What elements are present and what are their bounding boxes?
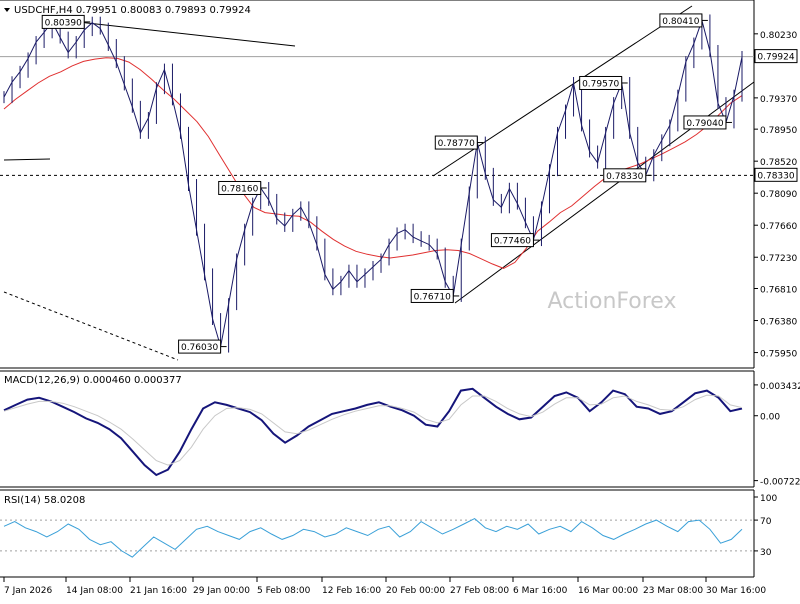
rsi-y-label: 30 [760,548,772,558]
price-annotation-label: 0.78330 [606,172,643,182]
price-y-label: 0.78950 [760,126,797,136]
macd-y-label: 0.003432 [760,382,800,392]
price-y-label: 0.75950 [760,350,797,360]
x-tick-label: 6 Mar 16:00 [513,586,568,596]
watermark: ActionForex [548,289,677,314]
x-tick-label: 21 Jan 16:00 [130,586,187,596]
trendline-short [3,158,51,161]
current-price-tag-label: 0.79924 [757,53,794,63]
current-price-tag-box [754,49,798,64]
x-tick-label: 5 Feb 08:00 [257,586,311,596]
rsi-y-label: 100 [760,494,777,504]
rsi-y-label: 70 [760,517,772,527]
x-tick-label: 23 Mar 08:00 [643,586,703,596]
x-tick-label: 20 Feb 00:00 [386,586,445,596]
price-annotation-label: 0.80410 [662,17,699,27]
header-arrow-icon[interactable] [4,8,10,12]
price-annotation-label: 0.76710 [414,292,451,302]
x-tick-label: 14 Jan 08:00 [66,586,123,596]
x-tick-label: 16 Mar 00:00 [578,586,638,596]
price-y-label: 0.77660 [760,222,797,232]
price-y-label: 0.76810 [760,286,797,296]
price-y-label: 0.78090 [760,190,797,200]
macd-main-line [3,387,743,477]
moving-average-line [3,57,743,269]
macd-signal-line [3,394,743,466]
rsi-pane: RSI(14) 58.0208 100 70 30 [0,489,777,578]
price-y-label: 0.76380 [760,318,797,328]
price-pane: ActionForex 0.80390 0.78160 0.76030 0.78770… [0,0,798,369]
price-annotation-label: 0.77460 [494,237,531,247]
price-y-label: 0.77230 [760,254,797,264]
price-annotation-label: 0.78160 [221,184,258,194]
price-y-label: 0.80230 [760,31,797,41]
price-annotation-label: 0.79570 [582,79,619,89]
price-y-label: 0.79370 [760,95,797,105]
trendline-upper [59,19,296,47]
price-annotation-label: 0.76030 [181,343,218,353]
macd-pane: MACD(12,26,9) 0.000460 0.000377 0.003432… [0,370,800,488]
channel-upper-line [432,5,693,177]
macd-title: MACD(12,26,9) 0.000460 0.000377 [4,375,182,386]
level-price-tag-box [754,167,798,182]
price-annotation-label: 0.80390 [45,18,82,28]
header-symbol: USDCHF,H4 0.79951 0.80083 0.79893 0.7992… [14,5,251,16]
x-axis: 7 Jan 2026 14 Jan 08:00 21 Jan 16:00 29 Jan… [3,577,766,596]
price-y-label: 0.78520 [760,158,797,168]
x-tick-label: 29 Jan 00:00 [193,586,250,596]
macd-y-label: -0.007223 [760,478,800,488]
macd-y-label: 0.00 [760,413,780,423]
x-tick-label: 27 Feb 08:00 [450,586,509,596]
level-price-tag-label: 0.78330 [757,171,794,181]
x-tick-label: 30 Mar 16:00 [706,586,766,596]
price-annotation-label: 0.79040 [686,119,723,129]
rsi-line [3,518,743,558]
x-tick-label: 7 Jan 2026 [4,586,52,596]
x-tick-label: 12 Feb 16:00 [322,586,381,596]
rsi-title: RSI(14) 58.0208 [4,495,85,506]
channel-lower-line [454,81,755,304]
trendline-dotted [3,291,179,361]
price-annotation-label: 0.78770 [438,139,475,149]
